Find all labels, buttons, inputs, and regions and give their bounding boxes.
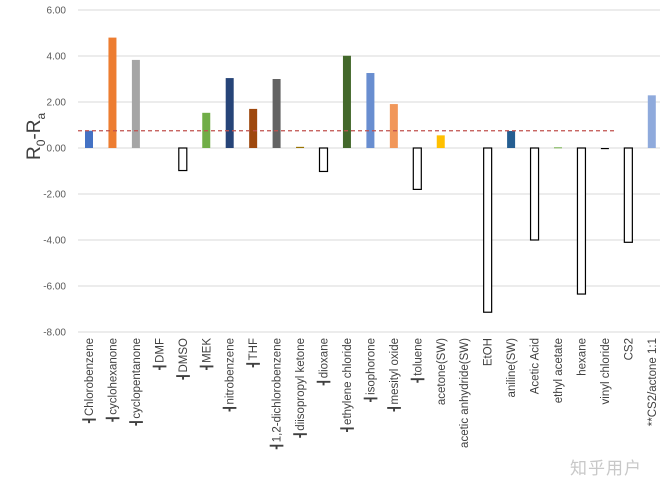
x-tick-label: CS2: [623, 338, 635, 360]
y-tick-label: 0.00: [47, 144, 67, 155]
x-tick-label: **CS2/actone 1:1: [647, 338, 659, 426]
x-axis-labels: ┫Chlorobenzene ┫cyclohexanone ┫cyclopentan…: [81, 338, 659, 450]
bar-cyclopentanone: [131, 59, 140, 148]
x-tick-label: ┫THF: [245, 338, 260, 368]
bar-isophorone: [366, 73, 375, 148]
x-tick-label: ┫DMF: [151, 338, 166, 371]
bar-aniline-sw-: [507, 130, 516, 148]
bar-dmso: [178, 147, 188, 172]
x-tick-label: ┫cyclopentanone: [128, 338, 143, 427]
y-tick-label: 6.00: [47, 6, 67, 17]
bar-vinyl-chloride: [600, 148, 609, 150]
x-tick-label: ┫diisopropyl ketone: [292, 338, 307, 439]
gridlines: [78, 9, 660, 333]
x-tick-label: ┫mesityl oxide: [386, 338, 401, 412]
x-tick-label: ethyl acetate: [553, 338, 565, 403]
x-tick-label: ┫nitrobenzene: [222, 338, 237, 412]
x-tick-label: ┫toluene: [409, 338, 424, 384]
y-tick-label: 2.00: [47, 98, 67, 109]
bar-toluene: [412, 147, 422, 191]
x-tick-label: ┫cyclohexanone: [104, 338, 119, 423]
bar-mesityl-oxide: [389, 104, 398, 148]
bar-cyclohexanone: [108, 37, 117, 148]
x-tick-label: acetone(SW): [436, 338, 448, 405]
watermark: 知乎用户: [570, 459, 642, 479]
bar-acetone-sw-: [436, 135, 445, 148]
bar-dioxane: [318, 147, 329, 173]
x-tick-label: EtOH: [483, 338, 495, 366]
x-tick-label: ┫1,2-dichlorobenzene: [269, 338, 284, 450]
x-tick-label: ┫Chlorobenzene: [81, 338, 96, 424]
x-tick-label: ┫DMSO: [175, 338, 190, 380]
bar-chlorobenzene: [85, 130, 93, 148]
y-tick-label: -8.00: [43, 328, 66, 339]
bars: [85, 37, 656, 313]
bar-diisopropyl-ketone: [296, 146, 305, 148]
bar-etoh: [483, 147, 493, 313]
x-tick-label: aniline(SW): [506, 338, 518, 398]
bar-hexane: [576, 147, 587, 295]
x-tick-label: ┫MEK: [198, 338, 213, 371]
y-axis-label: R0-Ra: [24, 113, 48, 160]
bar--cs2-actone-1-1: [647, 95, 656, 148]
x-tick-label: hexane: [576, 338, 588, 376]
bar-thf: [249, 108, 258, 148]
x-tick-label: Acetic Acid: [530, 338, 542, 394]
x-tick-label: ┫ethylene chloride: [339, 338, 354, 433]
bar-cs2: [623, 147, 633, 243]
bar-acetic-acid: [529, 147, 540, 241]
y-tick-label: -2.00: [43, 190, 66, 201]
bar-ethyl-acetate: [554, 147, 562, 149]
x-tick-label: vinyl chloride: [600, 338, 612, 404]
y-tick-label: -4.00: [43, 236, 66, 247]
x-tick-label: ┫dioxane: [316, 338, 331, 386]
y-tick-label: -6.00: [43, 282, 66, 293]
x-tick-label: acetic anhydride(SW): [459, 338, 471, 448]
x-tick-label: ┫isophorone: [362, 338, 377, 403]
bar-ethylene-chloride: [342, 55, 351, 148]
y-axis-ticks: 6.00 4.00 2.00 0.00 -2.00 -4.00 -6.00 -8.00: [43, 6, 66, 339]
y-tick-label: 4.00: [47, 52, 67, 63]
bar-1-2-dichlorobenzene: [272, 79, 281, 148]
bar-nitrobenzene: [225, 78, 234, 148]
